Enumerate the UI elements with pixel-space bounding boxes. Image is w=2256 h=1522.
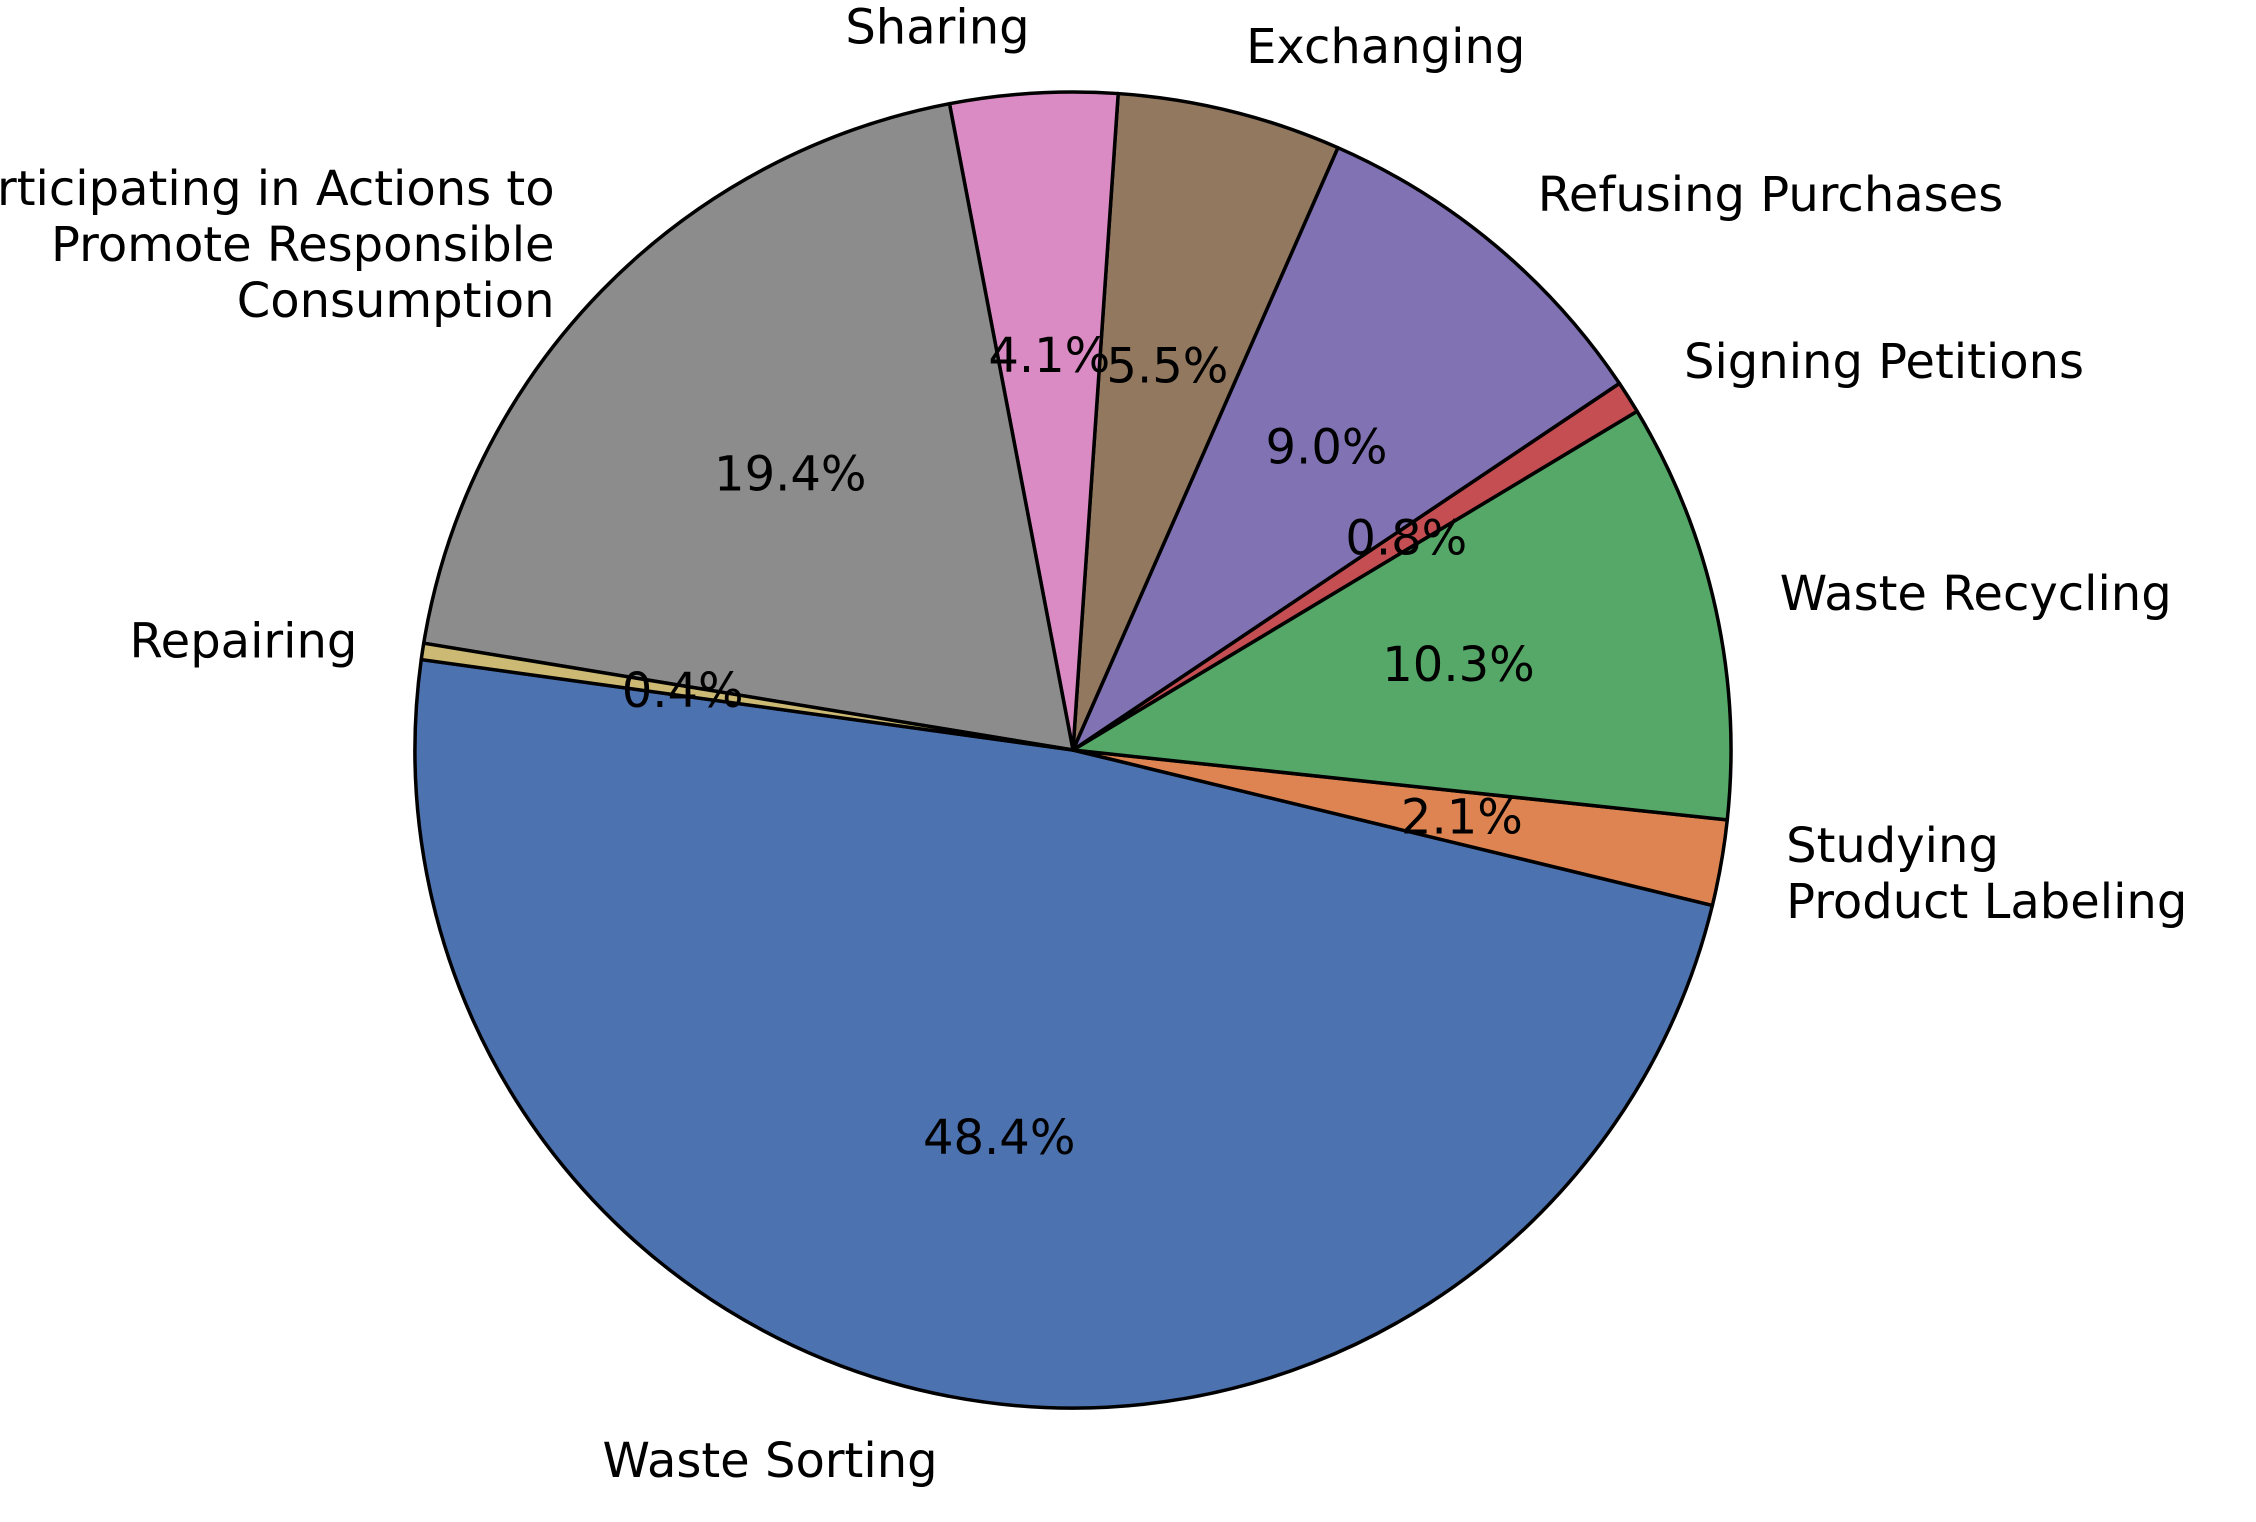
percent-label-signing-petitions: 0.8%	[1345, 510, 1467, 566]
percent-label-repairing: 0.4%	[622, 663, 744, 719]
slice-repairing	[419, 641, 1075, 752]
category-label-sharing: Sharing	[845, 0, 1029, 56]
category-label-line: Waste Recycling	[1780, 566, 2172, 622]
percent-label-sharing: 4.1%	[988, 328, 1110, 384]
category-label-line: Exchanging	[1246, 19, 1525, 75]
category-labels: Waste Sorting Studying Product Labeling Was…	[0, 0, 2187, 1489]
category-label-waste-sorting: Waste Sorting	[603, 1433, 938, 1489]
category-label-line: Promote Responsible	[51, 217, 555, 273]
category-label-line: Sharing	[845, 0, 1029, 56]
category-label-studying-product-labeling: Studying Product Labeling	[1786, 818, 2187, 930]
percent-label-waste-sorting: 48.4%	[923, 1110, 1075, 1166]
category-label-line: Signing Petitions	[1684, 334, 2084, 390]
category-label-repairing: Repairing	[129, 614, 357, 670]
category-label-signing-petitions: Signing Petitions	[1684, 334, 2084, 390]
category-label-exchanging: Exchanging	[1246, 19, 1525, 75]
category-label-line: Repairing	[129, 614, 357, 670]
category-label-refusing-purchases: Refusing Purchases	[1538, 167, 2004, 223]
percent-label-exchanging: 5.5%	[1106, 339, 1228, 395]
slice-exchanging	[1071, 91, 1340, 752]
slice-waste-sorting	[413, 657, 1715, 1410]
category-label-line: Consumption	[237, 273, 555, 329]
category-label-line: Participating in Actions to	[0, 161, 555, 217]
category-label-participating-in-actions-to-promote-responsible-consumption: Participating in Actions to Promote Respo…	[0, 161, 555, 329]
percent-label-studying-product-labeling: 2.1%	[1401, 790, 1523, 846]
percent-labels: 48.4% 2.1% 10.3% 0.8% 9.0% 5.5%4.1% 19.4% 0.4%	[622, 328, 1535, 1166]
percent-label-refusing-purchases: 9.0%	[1266, 419, 1388, 475]
slice-waste-recycling	[1071, 409, 1733, 822]
category-label-line: Waste Sorting	[603, 1433, 938, 1489]
slice-refusing-purchases	[1071, 145, 1622, 752]
category-label-line: Studying	[1786, 818, 1999, 874]
pie-slices	[413, 90, 1733, 1410]
percent-label-participating-in-actions-to-promote-responsible-consumption: 19.4%	[714, 447, 866, 503]
category-label-waste-recycling: Waste Recycling	[1780, 566, 2172, 622]
category-label-line: Refusing Purchases	[1538, 167, 2004, 223]
category-label-line: Product Labeling	[1786, 874, 2187, 930]
percent-label-waste-recycling: 10.3%	[1382, 637, 1534, 693]
slice-participating-in-actions-to-promote-responsible-consumption	[421, 101, 1075, 752]
